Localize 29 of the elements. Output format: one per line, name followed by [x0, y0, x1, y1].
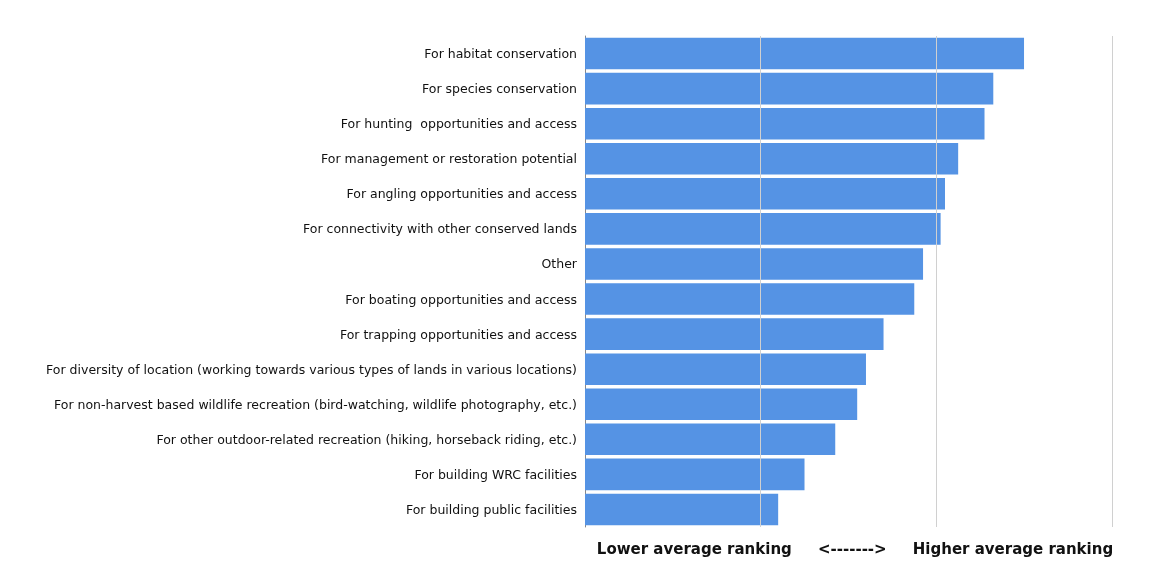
bar: [585, 423, 836, 456]
y-tick-label: For diversity of location (working towards various types of lands in various locations): [46, 361, 577, 377]
bar: [585, 248, 924, 280]
bar: [585, 318, 884, 350]
y-tick-label: For building public facilities: [405, 501, 577, 517]
y-tick-label: For building WRC facilities: [414, 466, 577, 482]
bar: [585, 37, 1025, 70]
bar: [585, 178, 945, 210]
y-tick-label: Other: [541, 256, 578, 272]
bar: [585, 353, 866, 385]
y-tick-label: For boating opportunities and access: [345, 291, 577, 307]
bar: [585, 283, 915, 315]
y-tick-label: For species conservation: [422, 81, 577, 97]
bar: [585, 72, 994, 105]
y-tick-label: For trapping opportunities and access: [339, 326, 577, 342]
bar: [585, 458, 805, 491]
y-tick-label: For other outdoor-related recreation (hiking, horseback riding, etc.): [156, 431, 577, 447]
bar: [585, 142, 959, 175]
bar: [585, 107, 985, 140]
y-tick-label: For connectivity with other conserved lands: [303, 221, 577, 237]
bar: [585, 493, 779, 526]
bar: [585, 388, 858, 421]
y-tick-label: For management or restoration potential: [321, 151, 577, 167]
y-tick-label: For habitat conservation: [424, 46, 577, 62]
y-tick-label: For hunting opportunities and access: [340, 116, 577, 132]
y-tick-label: For angling opportunities and access: [346, 186, 577, 202]
x-axis-title: Lower average ranking <-------> Higher average ranking: [596, 539, 1114, 558]
bar: [585, 213, 941, 245]
y-tick-label: For non-harvest based wildlife recreation (bird-watching, wildlife photography, etc.): [53, 396, 577, 412]
